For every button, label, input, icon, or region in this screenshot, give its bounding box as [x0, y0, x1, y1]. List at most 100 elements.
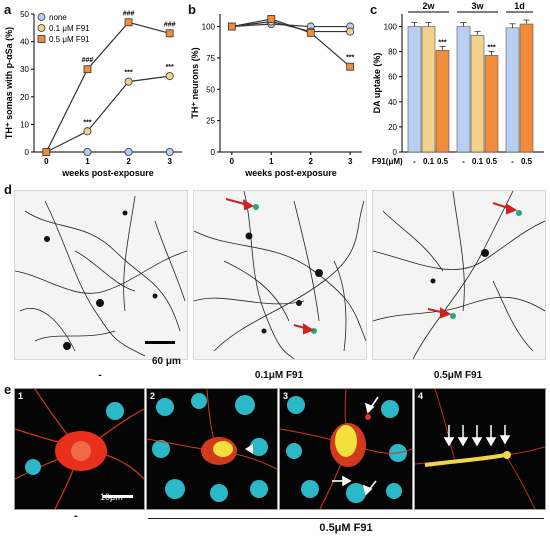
image-number-1: 1 — [18, 391, 24, 401]
caption-high-dose: 0.5μM F91 — [433, 370, 483, 381]
group-label: 2w — [422, 1, 435, 11]
legend-entry: 0.1 μM F91 — [49, 24, 90, 33]
significance-mark: ### — [164, 21, 176, 28]
caption-control: - — [98, 370, 102, 381]
x-axis-label: weeks post-exposure — [61, 168, 154, 178]
scalebar-10um: 10μm — [100, 492, 123, 502]
bar — [456, 26, 471, 153]
category-label: - — [413, 157, 416, 166]
legend-marker — [37, 35, 46, 43]
y-axis-label: DA uptake (%) — [372, 53, 382, 114]
fluorescence-4 — [414, 388, 546, 510]
category-label: 0.1 — [472, 157, 484, 166]
image-number-2: 2 — [150, 391, 156, 401]
significance-mark: *** — [438, 39, 446, 46]
series-line — [46, 75, 170, 153]
x-tick-label: 2 — [126, 157, 131, 166]
data-point — [165, 147, 174, 156]
bar — [407, 26, 422, 153]
data-point — [83, 127, 92, 136]
bar — [435, 50, 450, 153]
significance-mark: *** — [166, 64, 174, 71]
image-number-4: 4 — [418, 391, 424, 401]
neuron-network-high-dose — [373, 191, 545, 359]
y-tick-label: 10 — [20, 120, 29, 129]
x-tick-label: 0 — [44, 157, 49, 166]
panel-label-c: c — [370, 2, 378, 17]
y-tick-label: 0 — [211, 148, 216, 157]
category-label: 0.5 — [486, 157, 498, 166]
fluorescence-1 — [14, 388, 145, 510]
neuron-network-control — [15, 195, 187, 357]
data-point — [306, 28, 315, 37]
x-tick-label: 3 — [167, 157, 172, 166]
significance-mark: *** — [487, 44, 495, 51]
significance-mark: ### — [82, 57, 94, 64]
y-tick-label: 50 — [206, 85, 215, 94]
series-line — [45, 21, 170, 153]
caption-e-treated: 0.5μM F91 — [319, 522, 373, 534]
caption-low-dose: 0.1μM F91 — [254, 370, 304, 381]
category-label: - — [511, 157, 514, 166]
bar — [421, 26, 436, 153]
bar — [470, 35, 485, 153]
significance-mark: *** — [83, 119, 91, 126]
y-tick-label: 20 — [388, 123, 397, 132]
category-label: - — [462, 157, 465, 166]
x-tick-label: 0 — [230, 157, 235, 166]
fluorescence-3 — [279, 388, 413, 510]
data-point — [227, 22, 236, 31]
data-point — [165, 72, 174, 81]
scalebar-60um: 60 μm — [152, 356, 181, 367]
x-axis-label: F91(μM) — [372, 157, 403, 166]
group-label: 1d — [514, 1, 525, 11]
chart-b: 0 25 50 75 100 0 1 2 3 weeks post-exposure TH⁺ neu… — [190, 14, 362, 178]
y-tick-label: 100 — [384, 23, 398, 32]
y-tick-label: 75 — [206, 54, 215, 63]
y-tick-label: 25 — [206, 117, 215, 126]
micrograph-low-dose — [193, 190, 367, 360]
y-tick-label: 20 — [20, 93, 29, 102]
y-tick-label: 80 — [388, 48, 397, 57]
y-tick-label: 100 — [202, 23, 216, 32]
category-label: 0.1 — [423, 157, 435, 166]
image-number-3: 3 — [283, 391, 289, 401]
fluor-image-4 — [415, 389, 545, 509]
panel-label-b: b — [188, 2, 196, 17]
caption-e-control: - — [74, 510, 78, 522]
legend-marker — [37, 13, 46, 21]
legend-entry: 0.5 μM F91 — [49, 35, 90, 44]
y-tick-label: 30 — [20, 65, 29, 74]
series-line — [231, 18, 351, 68]
x-tick-label: 3 — [348, 157, 353, 166]
bracket-line — [148, 518, 544, 519]
x-axis-label: weeks post-exposure — [244, 168, 337, 178]
data-point — [124, 147, 133, 156]
y-axis-label: TH⁺ neurons (%) — [190, 47, 200, 118]
y-tick-label: 50 — [20, 10, 29, 19]
micrograph-high-dose — [372, 190, 546, 360]
data-point — [165, 29, 174, 38]
x-tick-label: 2 — [308, 157, 313, 166]
data-point — [124, 18, 133, 27]
y-tick-label: 0 — [25, 148, 30, 157]
panel-label-e: e — [4, 382, 12, 397]
panel-label-d: d — [4, 182, 12, 197]
data-point — [124, 77, 133, 86]
category-label: 0.5 — [521, 157, 533, 166]
chart-a: 0 10 20 30 40 50 0 1 2 3 weeks post-exposure TH⁺ so… — [4, 10, 182, 178]
significance-mark: ### — [123, 10, 135, 17]
micrograph-control — [14, 190, 188, 360]
y-tick-label: 40 — [388, 98, 397, 107]
fluor-image-2 — [147, 389, 277, 502]
y-tick-label: 40 — [20, 38, 29, 47]
y-axis-label: TH⁺ somas with p-αSa (%) — [4, 27, 14, 139]
neuron-network-low-dose — [194, 191, 366, 359]
data-point — [83, 65, 92, 74]
x-tick-label: 1 — [269, 157, 274, 166]
fluor-image-3 — [280, 389, 412, 509]
x-tick-label: 1 — [85, 157, 90, 166]
data-point — [346, 27, 355, 36]
bar — [484, 55, 499, 153]
